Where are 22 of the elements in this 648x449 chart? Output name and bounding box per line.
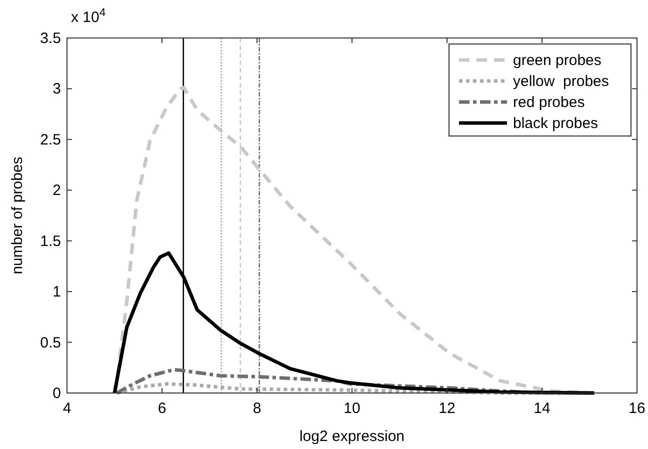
y-tick-label: 1: [52, 284, 61, 301]
x-tick-label: 14: [534, 400, 550, 417]
x-tick-label: 12: [438, 400, 456, 417]
y-tick-label: 1.5: [40, 232, 61, 250]
x-tick-label: 10: [344, 400, 360, 417]
legend-label: green probes: [513, 52, 602, 69]
legend-label: yellow probes: [513, 73, 609, 90]
x-axis-title: log2 expression: [299, 428, 405, 445]
y-tick-label: 0: [52, 385, 61, 402]
y-tick-label: 3: [52, 80, 61, 98]
x-tick-label: 8: [252, 400, 262, 417]
y-tick-label: 0.5: [40, 334, 61, 352]
y-axis-title: number of probes: [9, 156, 26, 274]
x-tick-label: 4: [62, 400, 72, 417]
y-tick-label: 2: [52, 182, 61, 200]
x-tick-label: 6: [158, 400, 166, 417]
legend-label: red probes: [513, 94, 585, 111]
legend-label: black probes: [513, 115, 598, 132]
text: x 10$^{4}$: [71, 7, 106, 26]
y-tick-label: 3.5: [40, 30, 61, 47]
y-tick-label: 2.5: [40, 131, 61, 148]
x-tick-label: 16: [628, 400, 646, 417]
